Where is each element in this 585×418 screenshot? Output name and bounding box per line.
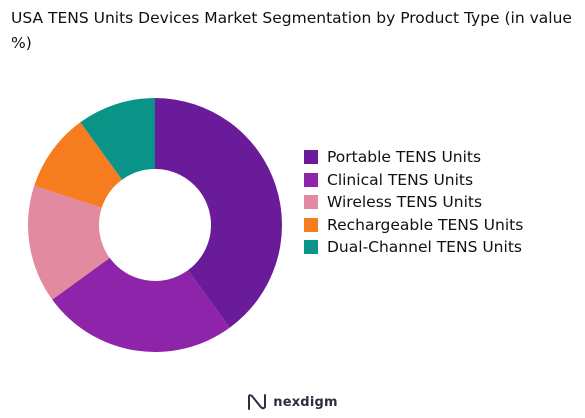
legend-swatch — [304, 217, 318, 232]
donut-slice-portable-tens-units — [155, 98, 282, 328]
legend-label: Rechargeable TENS Units — [327, 215, 524, 234]
legend-swatch — [304, 195, 318, 210]
legend-label: Clinical TENS Units — [327, 170, 474, 189]
logo-text: nexdigm — [273, 394, 338, 410]
donut-slice-wireless-tens-units — [27, 185, 110, 300]
donut-slice-rechargeable-tens-units — [34, 122, 123, 208]
legend-label: Wireless TENS Units — [327, 193, 483, 212]
chart-title: USA TENS Units Devices Market Segmentati… — [11, 9, 572, 52]
legend-swatch — [304, 150, 318, 165]
nexdigm-logo-icon — [248, 394, 267, 410]
legend-label: Portable TENS Units — [327, 148, 482, 167]
legend-item: Rechargeable TENS Units — [304, 214, 523, 237]
legend-item: Wireless TENS Units — [304, 191, 523, 214]
legend-label: Dual-Channel TENS Units — [327, 238, 522, 257]
footer-logo: nexdigm — [0, 390, 585, 414]
legend-item: Dual-Channel TENS Units — [304, 236, 523, 259]
donut-chart — [27, 98, 282, 352]
donut-slice-clinical-tens-units — [52, 257, 230, 352]
legend: Portable TENS Units Clinical TENS Units Wi… — [304, 146, 523, 259]
legend-swatch — [304, 240, 318, 255]
legend-item: Portable TENS Units — [304, 146, 523, 169]
donut-slice-dual-channel-tens-units — [80, 98, 155, 180]
legend-item: Clinical TENS Units — [304, 169, 523, 192]
legend-swatch — [304, 172, 318, 187]
